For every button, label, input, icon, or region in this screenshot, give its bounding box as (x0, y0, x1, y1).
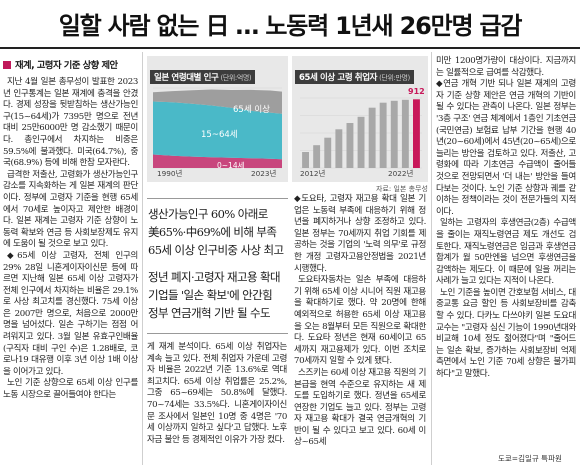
paragraph: 급격한 저출산, 고령화가 생산가능인구 감소를 지속화하는 게 일본 재계의 … (3, 169, 138, 250)
headline-rule (0, 47, 580, 49)
pull-quote-line: 생산가능인구 60% 아래로 (148, 207, 268, 221)
bar-chart-plot (300, 97, 422, 169)
series-label-65-plus: 65세 이상 (233, 105, 270, 115)
article-column-4: 미만 1200명가량이 대상이다. 지금까지는 일률적으로 급여를 삭감했다. … (436, 56, 576, 381)
pull-quote-line: 정부 연금개혁 기반 될 수도 (148, 306, 271, 320)
article-column-2: 게 재계 분석이다. 65세 이상 취업자는 계속 늘고 있다. 전체 취업자 … (147, 342, 287, 446)
pull-quote-bottom: 정년 폐지·고령자 재고용 확대 기업들 '일손 확보'에 안간힘 정부 연금개… (148, 268, 290, 322)
pull-quote-rule (147, 198, 288, 199)
bar-2012 (302, 152, 309, 168)
bar-2018 (368, 107, 376, 168)
article-column-1: 재계, 고령자 기준 상향 제안 지난 4월 일본 총무성이 발표한 2023년… (3, 60, 138, 402)
pull-quote-line: 정년 폐지·고령자 재고용 확대 (148, 270, 281, 284)
bar-2021 (401, 99, 409, 168)
column-divider (431, 52, 432, 465)
chart-title: 일본 연령대별 인구 (단위:억명) (150, 70, 256, 84)
bar-2016 (346, 123, 354, 168)
bar-2020 (390, 100, 398, 168)
area-series-65세 이상 (153, 89, 282, 114)
bar-2014 (324, 137, 332, 168)
area-series-0~14세 (153, 154, 282, 168)
area-chart-plot (153, 87, 282, 169)
paragraph: ◆65세 이상 고령자, 전체 인구의 29% 28일 니혼게이자이신문 등에 … (3, 250, 138, 377)
column-divider (142, 52, 143, 465)
pull-quote-line: 65세 이상 인구비중 사상 최고 (148, 243, 284, 257)
paragraph: 도요타자동차는 일손 부족에 대응하기 위해 65세 이상 시니어 직원 재고용… (294, 275, 426, 367)
x-tick-label: 1990년 (157, 169, 183, 178)
pull-quote-rule (147, 333, 288, 334)
paragraph: ◆도요타, 고령자 재고용 확대 일본 기업은 노동력 부족에 대응하기 위해 … (294, 194, 426, 274)
population-area-chart: 일본 연령대별 인구 (단위:억명) 65세 이상 15~64세 0~14세 19… (147, 56, 288, 182)
headline: 일할 사람 없는 日 … 노동력 1년새 26만명 급감 (0, 0, 580, 46)
paragraph: 노인 기준 상향으로 65세 이상 인구를 노동 시장으로 끌어들여야 한다는 (3, 378, 138, 401)
paragraph: 게 재계 분석이다. 65세 이상 취업자는 계속 늘고 있다. 전체 취업자 … (147, 342, 287, 445)
square-bullet-icon (3, 61, 11, 69)
bar-2013 (313, 145, 321, 168)
pull-quote-top: 생산가능인구 60% 아래로 美65%·中69%에 비해 부족 65세 이상 인… (148, 205, 290, 259)
series-label-15-64: 15~64세 (201, 130, 238, 140)
x-tick-label: 2022년 (388, 169, 414, 178)
chart-title: 65세 이상 고령 취업자 (단위:만명) (295, 70, 414, 84)
chart-source: 자료: 일본 총무성 (376, 185, 428, 193)
byline: 도쿄=김일규 특파원 (498, 454, 562, 463)
paragraph: 노인 기준을 높이면 간호보험 서비스, 대중교통 요금 할인 등 사회보장비를… (436, 287, 576, 380)
article-column-3: ◆도요타, 고령자 재고용 확대 일본 기업은 노동력 부족에 대응하기 위해 … (294, 194, 426, 449)
bar-2017 (357, 116, 365, 168)
elderly-workers-bar-chart: 65세 이상 고령 취업자 (단위:만명) 912 2012년 2022년 (292, 56, 428, 182)
pull-quote-line: 美65%·中69%에 비해 부족 (148, 225, 277, 239)
headline-text: 일할 사람 없는 日 … 노동력 1년새 26만명 급감 (58, 11, 523, 40)
bar-2019 (379, 102, 387, 168)
bar-2015 (335, 129, 343, 168)
pull-quote-line: 기업들 '일손 확보'에 안간힘 (148, 288, 273, 302)
paragraph: ◆연금 개혁 기반 되나 일본 재계의 고령자 기준 상향 제안은 연금 개혁의… (436, 79, 576, 217)
data-label-912: 912 (408, 87, 425, 96)
x-tick-label: 2012년 (300, 169, 326, 178)
paragraph: 일하는 고령자의 후생연금(2층) 수급액을 줄이는 재직노령연금 제도 개선도… (436, 218, 576, 287)
bar-2022 (413, 99, 420, 168)
paragraph: 스즈키는 60세 이상 재고용 직원의 기본급을 현역 수준으로 유지하는 새 … (294, 367, 426, 448)
series-label-0-14: 0~14세 (217, 161, 245, 170)
paragraph: 지난 4월 일본 총무성이 발표한 2023년 인구통계는 일본 재계에 충격을… (3, 77, 138, 169)
x-tick-label: 2023년 (251, 169, 277, 178)
area-series-15~64세 (153, 101, 282, 160)
paragraph: 미만 1200명가량이 대상이다. 지금까지는 일률적으로 급여를 삭감했다. (436, 56, 576, 78)
section-subhead: 재계, 고령자 기준 상향 제안 (3, 60, 138, 72)
